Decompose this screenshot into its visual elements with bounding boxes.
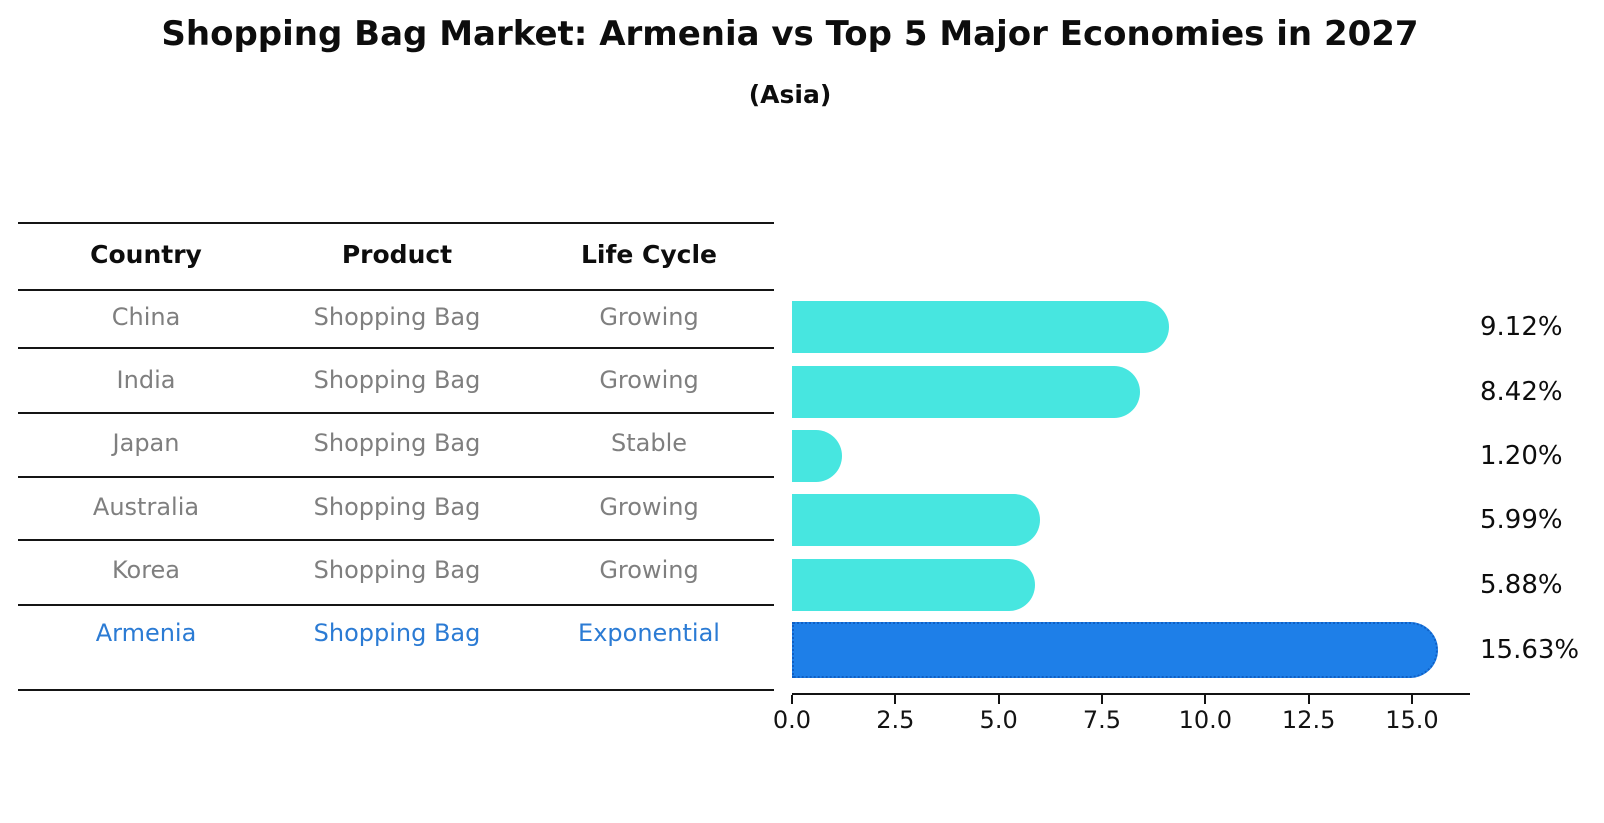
x-tick-label: 7.5 xyxy=(1082,706,1122,734)
bar-value-label: 5.88% xyxy=(1480,570,1563,600)
bar-value-label: 5.99% xyxy=(1480,505,1563,535)
table-cell-product: Shopping Bag xyxy=(313,429,481,457)
table-cell-country: Japan xyxy=(112,429,180,457)
table-cell-product: Shopping Bag xyxy=(313,303,481,331)
table-cell-country: Korea xyxy=(111,556,181,584)
x-tick-mark xyxy=(1307,695,1310,704)
table-cell-product: Shopping Bag xyxy=(313,619,481,647)
x-axis-line xyxy=(792,693,1470,695)
table-rule xyxy=(18,539,774,541)
table-rule xyxy=(18,222,774,224)
chart-subtitle: (Asia) xyxy=(748,80,832,109)
table-rule xyxy=(18,476,774,478)
table-cell-country: China xyxy=(111,303,181,331)
table-cell-life_cycle: Growing xyxy=(599,366,699,394)
table-cell-life_cycle: Exponential xyxy=(578,619,720,647)
table-rule xyxy=(18,347,774,349)
table-cell-country: India xyxy=(116,366,176,394)
table-cell-country: Armenia xyxy=(95,619,197,647)
table-cell-product: Shopping Bag xyxy=(313,493,481,521)
x-tick-label: 12.5 xyxy=(1281,706,1336,734)
x-tick-mark xyxy=(1204,695,1207,704)
bar-value-label: 1.20% xyxy=(1480,441,1563,471)
table-rule xyxy=(18,604,774,606)
x-tick-label: 5.0 xyxy=(979,706,1018,734)
table-cell-life_cycle: Growing xyxy=(599,493,699,521)
x-tick-label: 0.0 xyxy=(772,706,812,734)
x-tick-mark xyxy=(1100,695,1103,704)
table-cell-product: Shopping Bag xyxy=(313,366,481,394)
table-cell-life_cycle: Stable xyxy=(610,429,688,457)
table-rule xyxy=(18,689,774,691)
x-tick-mark xyxy=(791,695,793,704)
table-rule xyxy=(18,289,774,291)
bar-korea xyxy=(792,559,1035,611)
bar-japan xyxy=(792,430,842,482)
table-cell-life_cycle: Growing xyxy=(599,556,699,584)
bar-australia xyxy=(792,494,1040,546)
bar-india xyxy=(792,366,1140,418)
x-tick-mark xyxy=(894,695,897,704)
x-tick-label: 15.0 xyxy=(1385,706,1439,734)
table-cell-country: Australia xyxy=(92,493,200,521)
chart-title: Shopping Bag Market: Armenia vs Top 5 Ma… xyxy=(161,14,1419,54)
table-header-country: Country xyxy=(90,240,202,269)
table-header-life-cycle: Life Cycle xyxy=(580,240,718,269)
table-cell-product: Shopping Bag xyxy=(313,556,481,584)
table-cell-life_cycle: Growing xyxy=(599,303,699,331)
bar-china xyxy=(792,301,1169,353)
table-header-product: Product xyxy=(341,240,453,269)
x-tick-label: 10.0 xyxy=(1178,706,1233,734)
bar-value-label: 9.12% xyxy=(1480,312,1563,342)
table-rule xyxy=(18,412,774,414)
bar-value-label: 8.42% xyxy=(1480,377,1563,407)
x-tick-mark xyxy=(1410,695,1413,704)
bar-value-label: 15.63% xyxy=(1480,635,1580,665)
x-tick-label: 2.5 xyxy=(876,706,915,734)
bar-armenia xyxy=(792,622,1438,678)
x-tick-mark xyxy=(997,695,1000,704)
